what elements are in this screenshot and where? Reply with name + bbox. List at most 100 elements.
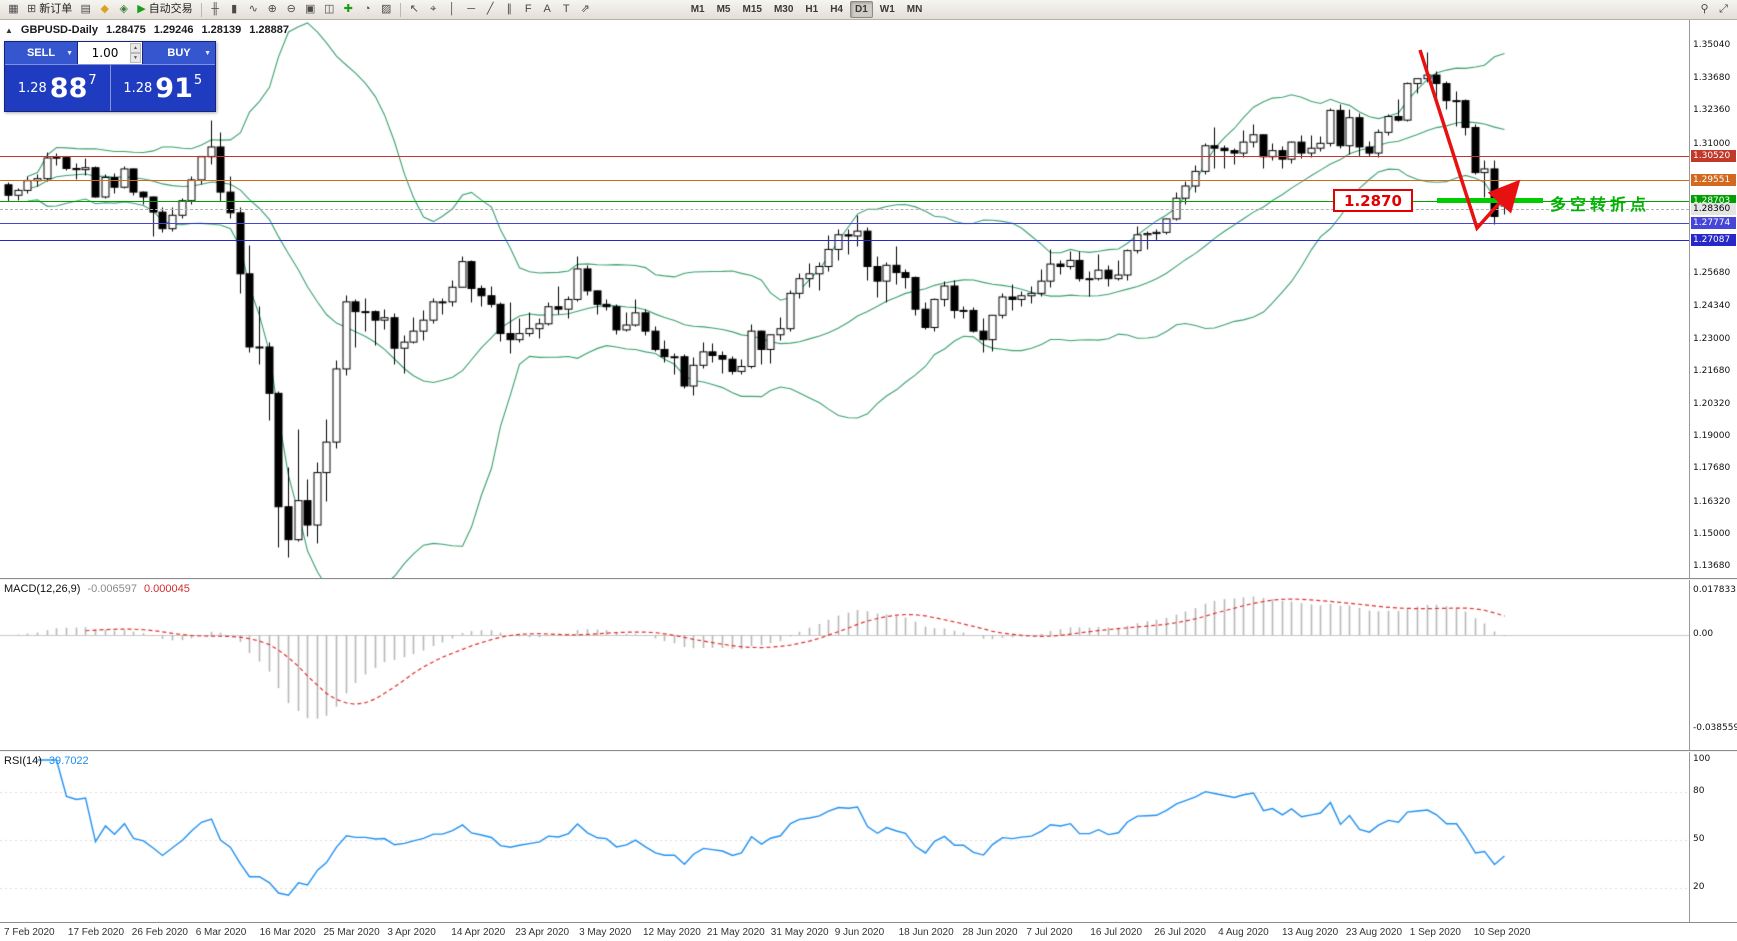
bar-chart-button[interactable]: ╫ — [206, 1, 225, 18]
macd-signal-value: 0.000045 — [143, 583, 190, 595]
candlestick-chart-button[interactable]: ▮ — [225, 1, 244, 18]
sell-button[interactable]: SELL ▼ — [5, 42, 77, 64]
zoom-out-button[interactable]: ⊖ — [282, 1, 301, 18]
main-chart-canvas[interactable] — [0, 20, 1689, 578]
price-axis-tick: 1.21680 — [1693, 365, 1731, 376]
rsi-axis-tick: 80 — [1693, 786, 1705, 796]
price-axis-tick: 1.20320 — [1693, 399, 1731, 410]
date-label: 28 Jun 2020 — [962, 927, 1018, 938]
timeframe-d1-button[interactable]: D1 — [850, 1, 873, 18]
price-flag-label[interactable]: 1.2870 — [1333, 189, 1413, 212]
alerts-button[interactable]: ◈ — [114, 1, 133, 18]
price-axis[interactable]: 1.35040 1.33680 1.32360 1.31000 1.25680 1.243… — [1689, 20, 1737, 922]
new-order-button[interactable]: ⊞ 新订单 — [23, 1, 76, 18]
turning-point-text[interactable]: 多空转折点 — [1550, 197, 1651, 214]
periods-icon: ◔ — [363, 3, 371, 15]
horizontal-line-1.29551[interactable] — [0, 180, 1689, 181]
price-axis-tick: 1.25680 — [1693, 268, 1731, 279]
price-axis-tick: 1.32360 — [1693, 105, 1731, 116]
date-label: 10 Sep 2020 — [1473, 927, 1531, 938]
macd-axis-tick: 0.00 — [1693, 629, 1714, 639]
date-label: 23 Aug 2020 — [1345, 927, 1403, 938]
horizontal-line-1.27774[interactable] — [0, 223, 1689, 224]
line-chart-button[interactable]: ∿ — [244, 1, 263, 18]
buy-button[interactable]: BUY ▼ — [143, 42, 215, 64]
buy-dropdown-icon[interactable]: ▼ — [204, 49, 211, 57]
macd-label: MACD(12,26,9) — [4, 583, 81, 595]
horizontal-line-button[interactable]: ─ — [462, 1, 481, 18]
rsi-canvas[interactable] — [0, 752, 1689, 922]
volume-field[interactable]: ▲ ▼ — [77, 42, 143, 64]
one-click-trading-panel: SELL ▼ ▲ ▼ BUY ▼ 1.28 88 — [4, 41, 216, 112]
volume-up-icon[interactable]: ▲ — [130, 43, 141, 53]
volume-down-icon[interactable]: ▼ — [130, 53, 141, 63]
timeframe-m5-button[interactable]: M5 — [716, 4, 731, 15]
templates-button[interactable]: ▨ — [377, 1, 396, 18]
arrows-button[interactable]: ⇗ — [576, 1, 595, 18]
price-axis-marker: 1.27087 — [1691, 233, 1736, 246]
text-button[interactable]: A — [538, 1, 557, 18]
vertical-line-button[interactable]: │ — [443, 1, 462, 18]
buy-price-prefix: 1.28 — [123, 80, 153, 96]
timeframe-w1-button[interactable]: W1 — [879, 4, 895, 15]
collapse-triangle-icon[interactable]: ▲ — [5, 25, 13, 35]
fibonacci-button[interactable]: F — [519, 1, 538, 18]
main-chart-panel: ▲ GBPUSD-Daily 1.28475 1.29246 1.28139 1… — [0, 20, 1737, 578]
horizontal-line-1.28703[interactable] — [0, 201, 1689, 202]
horizontal-line-1.30520[interactable] — [0, 156, 1689, 157]
sell-dropdown-icon[interactable]: ▼ — [66, 49, 73, 57]
new-order-icon: ⊞ — [27, 3, 37, 15]
tile-windows-icon: ▣ — [304, 3, 316, 15]
trend-arrow[interactable] — [0, 20, 1689, 578]
new-order-label: 新订单 — [39, 3, 73, 15]
zoom-in-button[interactable]: ⊕ — [263, 1, 282, 18]
sell-price-big: 88 — [49, 72, 88, 104]
rsi-header: RSI(14) 39.7022 — [4, 755, 89, 767]
price-axis-tick: 1.16320 — [1693, 496, 1731, 507]
indicators-button[interactable]: ✚ — [339, 1, 358, 18]
panel-splitter-rsi[interactable] — [0, 750, 1737, 752]
crosshair-button[interactable]: ⌖ — [424, 1, 443, 18]
trendline-button[interactable]: ╱ — [481, 1, 500, 18]
macd-canvas[interactable] — [0, 580, 1689, 750]
auto-arrange-icon: ◫ — [323, 3, 335, 15]
price-axis-tick: 1.15000 — [1693, 528, 1731, 539]
autotrading-button[interactable]: ▶ 自动交易 — [133, 1, 196, 18]
indicators-icon: ✚ — [343, 3, 353, 15]
timeframe-m30-button[interactable]: M30 — [773, 4, 794, 15]
tile-windows-button[interactable]: ▣ — [301, 1, 320, 18]
date-label: 12 May 2020 — [643, 927, 701, 938]
date-label: 4 Aug 2020 — [1218, 927, 1269, 938]
timeframe-h4-button[interactable]: H4 — [830, 4, 843, 15]
timeframe-m1-button[interactable]: M1 — [690, 4, 705, 15]
rsi-panel: RSI(14) 39.7022 — [0, 752, 1737, 922]
timeframe-mn-button[interactable]: MN — [906, 4, 923, 15]
expand-button[interactable]: ⤢ — [1714, 1, 1733, 18]
date-label: 17 Feb 2020 — [67, 927, 125, 938]
time-axis[interactable]: 7 Feb 2020 17 Feb 2020 26 Feb 2020 6 Mar 20… — [0, 922, 1737, 941]
sell-price-sup: 7 — [88, 72, 97, 88]
new-chart-button[interactable]: ▦ — [4, 1, 23, 18]
horizontal-line-1.27087[interactable] — [0, 240, 1689, 241]
auto-arrange-button[interactable]: ◫ — [320, 1, 339, 18]
volume-spinner[interactable]: ▲ ▼ — [130, 43, 141, 63]
sell-price[interactable]: 1.28 88 7 — [5, 65, 111, 111]
buy-price[interactable]: 1.28 91 5 — [111, 65, 216, 111]
panel-splitter-macd[interactable] — [0, 578, 1737, 580]
chart-profiles-button[interactable]: ▤ — [76, 1, 95, 18]
buy-button-label: BUY — [167, 47, 191, 59]
favorites-button[interactable]: ◆ — [95, 1, 114, 18]
horizontal-line-1.28360[interactable] — [0, 209, 1689, 210]
toolbar[interactable]: ▦ ⊞ 新订单 ▤ ◆ ◈ ▶ 自动交易 ╫ ▮ ∿ ⊕ ⊖ ▣ ◫ ✚ ◔ ▨ ↖ ⌖ │ ─ ╱ ∥ F A T ⇗ M1 M5 M15… — [0, 0, 1737, 20]
periods-button[interactable]: ◔ — [358, 1, 377, 18]
channel-button[interactable]: ∥ — [500, 1, 519, 18]
timeframe-m15-button[interactable]: M15 — [742, 4, 762, 15]
search-button[interactable]: ⚲ — [1695, 1, 1714, 18]
date-label: 26 Jul 2020 — [1154, 927, 1206, 938]
volume-input[interactable] — [78, 46, 142, 60]
date-label: 13 Aug 2020 — [1282, 927, 1339, 938]
timeframe-h1-button[interactable]: H1 — [805, 4, 819, 15]
cursor-button[interactable]: ↖ — [405, 1, 424, 18]
text-label-button[interactable]: T — [557, 1, 576, 18]
date-label: 3 Apr 2020 — [387, 927, 436, 938]
